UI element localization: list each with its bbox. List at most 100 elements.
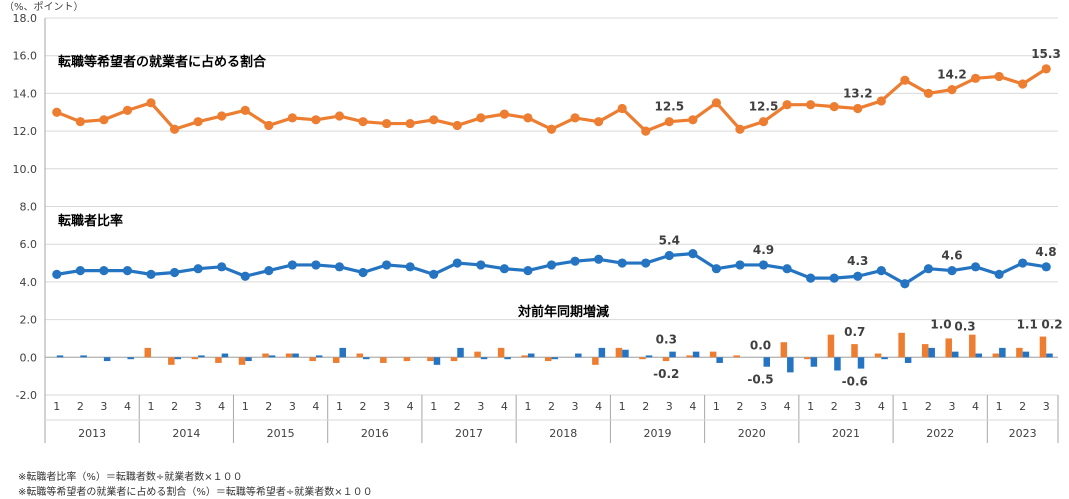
bar-orange [592,357,599,365]
bar-orange [615,347,623,358]
series-point-1 [570,256,580,266]
series-point-0 [287,113,297,123]
bar-orange [545,357,552,362]
x-tick-quarter: 3 [383,400,390,413]
line-data-label: 12.5 [654,100,684,114]
bar-blue [598,347,606,358]
bar-orange [521,355,528,358]
bar-orange [238,357,246,365]
series-point-0 [688,115,698,125]
bar-blue [551,357,558,360]
series-line-0 [56,67,1048,133]
x-tick-year: 2018 [549,427,577,440]
bar-blue [363,357,370,360]
x-tick-quarter: 2 [736,400,743,413]
series-point-0 [334,111,345,121]
series-point-1 [240,271,250,281]
bar-blue [645,355,653,358]
bar-blue [928,347,935,358]
series-point-1 [1041,262,1051,272]
series-point-1 [923,264,934,274]
bar-orange [191,357,199,360]
x-tick-quarter: 4 [784,400,791,413]
series-point-1 [735,260,745,270]
footnote-1: ※転職者比率（%）＝転職者数÷就業者数×１００ [18,472,243,483]
series-point-1 [217,262,227,272]
line-data-label: 13.2 [843,86,873,100]
series-point-1 [381,260,392,270]
bar-orange [474,351,481,358]
x-tick-year: 2017 [455,427,483,440]
series-point-1 [311,260,321,270]
series-point-0 [923,88,934,98]
line-data-label: 4.8 [1035,245,1056,259]
bar-orange [733,355,740,358]
series-title-blue: 転職者比率 [58,213,123,229]
x-tick-quarter: 3 [760,400,767,413]
series-point-0 [217,111,227,121]
series-point-0 [594,117,604,127]
series-point-1 [617,258,627,268]
x-tick-quarter: 3 [289,400,296,413]
bar-orange [898,332,905,358]
series-point-0 [169,124,180,134]
series-point-0 [122,105,133,115]
bar-data-label: 1.0 [930,317,951,331]
bar-orange [403,357,411,362]
x-tick-quarter: 3 [1043,400,1050,413]
series-point-0 [1018,79,1028,89]
series-point-0 [876,96,886,106]
series-point-0 [311,115,321,125]
bar-data-label: -0.6 [842,375,868,389]
x-tick-quarter: 1 [901,400,908,413]
x-tick-quarter: 3 [854,400,861,413]
x-tick-quarter: 4 [595,400,602,413]
y-tick-label: 2.0 [20,314,38,327]
series-point-0 [358,117,368,127]
x-tick-quarter: 2 [925,400,932,413]
bar-blue [504,357,511,360]
bar-data-label: -0.2 [653,367,679,381]
bar-blue [80,355,87,358]
y-tick-label: 10.0 [13,163,38,176]
series-point-1 [523,265,533,276]
y-tick-label: 0.0 [20,351,38,364]
series-point-1 [476,260,486,270]
series-point-1 [594,254,604,264]
series-point-1 [452,258,462,268]
series-point-1 [641,258,651,268]
series-point-1 [405,262,415,272]
bar-blue [999,347,1006,358]
series-point-0 [452,120,462,131]
x-tick-year: 2019 [644,427,672,440]
bar-blue [174,357,182,360]
y-tick-label: 8.0 [20,201,38,214]
bar-blue [268,355,276,358]
bar-data-label: 1.1 [1017,318,1038,332]
series-point-1 [52,269,62,279]
y-tick-label: -2.0 [16,389,37,402]
bar-blue [56,355,64,358]
bar-orange [780,342,788,358]
series-point-1 [829,273,839,283]
series-point-0 [900,75,910,85]
unit-label: （%、ポイント） [4,1,84,13]
x-tick-year: 2013 [78,427,106,440]
bar-blue [857,357,865,369]
x-tick-year: 2023 [1009,427,1037,440]
bar-orange [709,351,717,358]
series-point-1 [334,262,345,272]
bar-orange [827,334,835,358]
series-point-0 [806,100,816,110]
series-point-0 [994,71,1004,82]
bar-blue [881,357,888,360]
bar-orange [1016,347,1023,358]
series-point-0 [193,117,203,127]
series-title-orange: 転職等希望者の就業者に占める割合 [58,54,267,70]
bar-blue [527,353,535,358]
series-point-0 [1041,64,1051,74]
line-data-label: 5.4 [659,234,680,248]
bar-blue [457,347,464,358]
x-tick-year: 2015 [267,427,295,440]
series-point-1 [876,265,886,276]
